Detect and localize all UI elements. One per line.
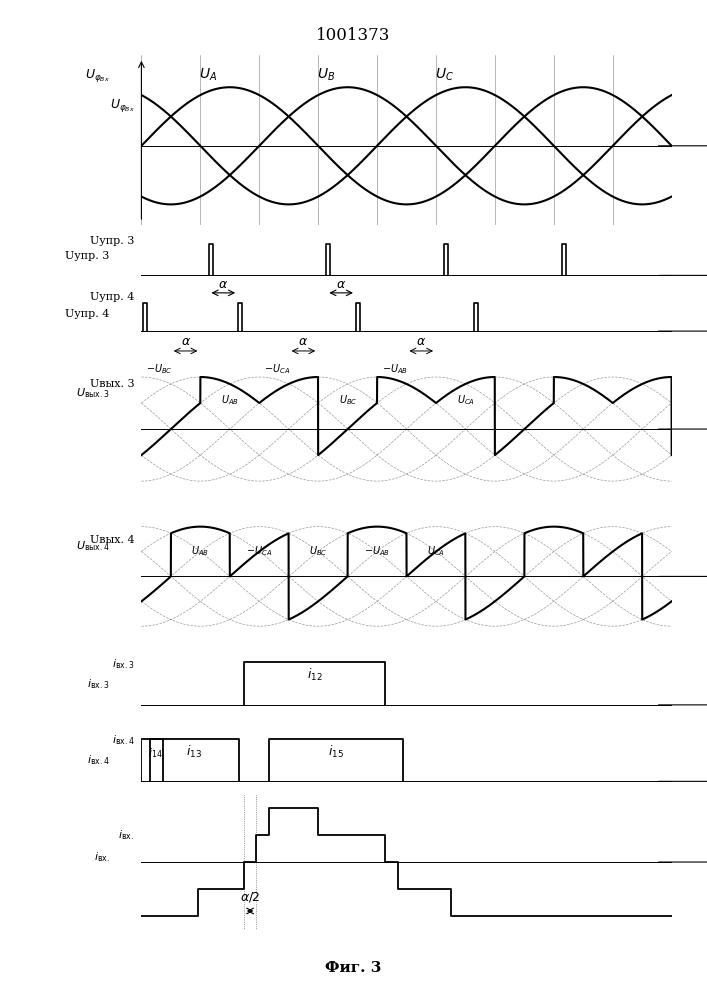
Text: $i_{15}$: $i_{15}$ <box>328 744 344 760</box>
Text: Uупр. 3: Uупр. 3 <box>90 236 134 246</box>
Text: $-U_{CA}$: $-U_{CA}$ <box>246 544 272 558</box>
Text: $-U_{AB}$: $-U_{AB}$ <box>364 544 390 558</box>
Text: 1001373: 1001373 <box>316 27 391 44</box>
Text: $U_{BC}$: $U_{BC}$ <box>339 393 358 407</box>
Text: $i_{13}$: $i_{13}$ <box>187 744 202 760</box>
Text: Uупр. 4: Uупр. 4 <box>65 309 110 319</box>
Text: $-U_{BC}$: $-U_{BC}$ <box>146 362 173 376</box>
Text: $i_{\rm{вх.}}$: $i_{\rm{вх.}}$ <box>119 828 134 842</box>
Text: $U_{AB}$: $U_{AB}$ <box>192 544 209 558</box>
Text: $-U_{CA}$: $-U_{CA}$ <box>264 362 290 376</box>
Text: $i_{\rm{вх.3}}$: $i_{\rm{вх.3}}$ <box>112 657 134 671</box>
Text: $\alpha$: $\alpha$ <box>416 335 426 348</box>
Text: Uвых. 3: Uвых. 3 <box>90 379 134 389</box>
Text: $U_{AB}$: $U_{AB}$ <box>221 393 240 407</box>
Text: $-U_{AB}$: $-U_{AB}$ <box>382 362 408 376</box>
Text: $\alpha$: $\alpha$ <box>336 278 346 291</box>
Text: $U_{\rm{вых.4}}$: $U_{\rm{вых.4}}$ <box>76 540 110 553</box>
Text: $U_{\varphi_{Bx}}$: $U_{\varphi_{Bx}}$ <box>85 67 110 84</box>
Text: $\alpha$: $\alpha$ <box>180 335 191 348</box>
Text: Uвых. 4: Uвых. 4 <box>90 535 134 545</box>
Text: $\alpha/2$: $\alpha/2$ <box>240 890 260 904</box>
Text: $U_{\rm{вых.3}}$: $U_{\rm{вых.3}}$ <box>76 386 110 400</box>
Text: Uупр. 4: Uупр. 4 <box>90 292 134 302</box>
Text: $U_B$: $U_B$ <box>317 66 336 83</box>
Text: $U_{\varphi_{Bx}}$: $U_{\varphi_{Bx}}$ <box>110 97 134 114</box>
Text: $U_{CA}$: $U_{CA}$ <box>427 544 445 558</box>
Text: Фиг. 3: Фиг. 3 <box>325 961 382 975</box>
Text: $i_{\rm{вх.4}}$: $i_{\rm{вх.4}}$ <box>112 734 134 747</box>
Text: $U_{CA}$: $U_{CA}$ <box>457 393 475 407</box>
Text: $U_C$: $U_C$ <box>435 66 454 83</box>
Text: $i_{\rm{вх.3}}$: $i_{\rm{вх.3}}$ <box>87 677 110 691</box>
Text: $i_{14}$: $i_{14}$ <box>148 746 162 760</box>
Text: $\alpha$: $\alpha$ <box>298 335 308 348</box>
Text: $U_{BC}$: $U_{BC}$ <box>309 544 327 558</box>
Text: $\alpha$: $\alpha$ <box>218 278 228 291</box>
Text: $i_{12}$: $i_{12}$ <box>307 667 322 683</box>
Text: $i_{\rm{вх.}}$: $i_{\rm{вх.}}$ <box>94 850 110 864</box>
Text: $U_A$: $U_A$ <box>199 66 218 83</box>
Text: Uупр. 3: Uупр. 3 <box>65 251 110 261</box>
Text: $i_{\rm{вх.4}}$: $i_{\rm{вх.4}}$ <box>87 753 110 767</box>
